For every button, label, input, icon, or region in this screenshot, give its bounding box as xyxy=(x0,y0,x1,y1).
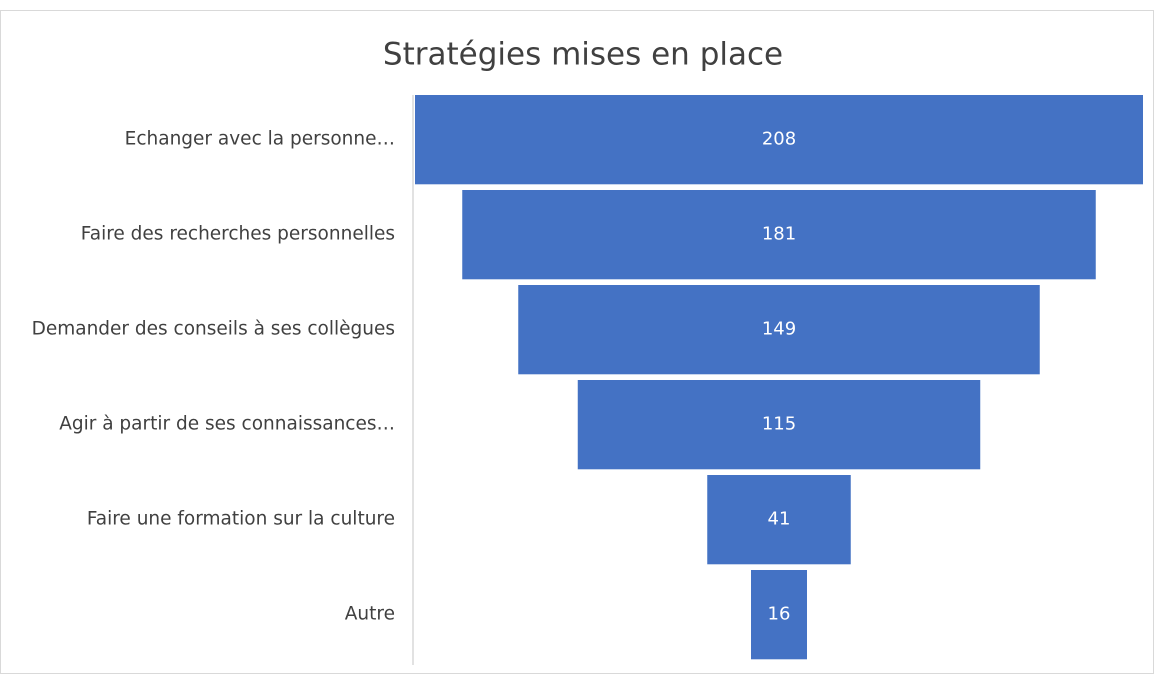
data-label: 16 xyxy=(768,604,791,625)
data-label: 41 xyxy=(768,509,791,530)
data-label: 208 xyxy=(762,129,796,150)
category-label: Faire une formation sur la culture xyxy=(87,509,395,530)
funnel-bar xyxy=(751,570,807,660)
funnel-bar xyxy=(577,380,981,470)
category-label: Demander des conseils à ses collègues xyxy=(32,319,395,340)
funnel-bar xyxy=(707,475,851,565)
data-label: 149 xyxy=(762,319,796,340)
data-label: 181 xyxy=(762,224,796,245)
funnel-bar xyxy=(518,285,1040,375)
funnel-bar xyxy=(415,95,1143,185)
category-label: Agir à partir de ses connaissances… xyxy=(59,414,395,435)
data-label: 115 xyxy=(762,414,796,435)
category-label: Autre xyxy=(345,604,395,625)
category-label: Echanger avec la personne… xyxy=(125,129,395,150)
category-label: Faire des recherches personnelles xyxy=(81,224,395,245)
chart-title: Stratégies mises en place xyxy=(383,37,783,73)
funnel-bar xyxy=(462,190,1096,280)
